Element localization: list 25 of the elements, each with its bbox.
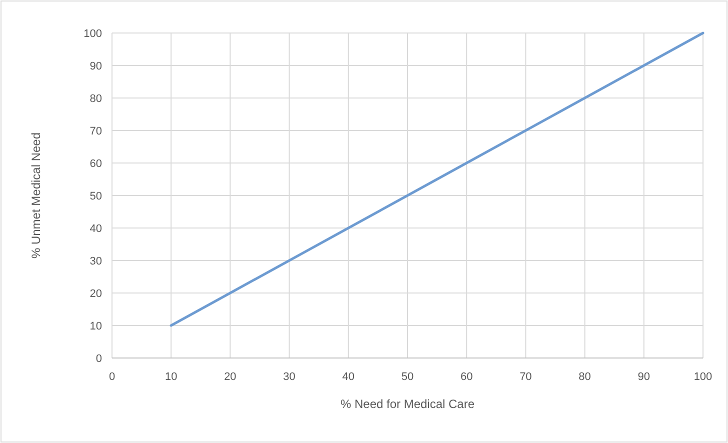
x-tick-label: 90 <box>638 371 650 383</box>
y-tick-label: 10 <box>90 320 102 332</box>
x-tick-label: 30 <box>283 371 296 383</box>
line-series <box>170 32 704 327</box>
x-tick-label: 60 <box>460 371 473 383</box>
x-tick-label: 100 <box>694 371 712 383</box>
y-tick-label: 80 <box>90 93 102 105</box>
x-tick-label: 70 <box>520 371 532 383</box>
y-tick-label: 40 <box>90 223 102 235</box>
y-tick-label: 100 <box>84 28 102 40</box>
y-tick-label: 90 <box>90 60 102 72</box>
x-tick-label: 50 <box>401 371 414 383</box>
y-tick-label: 20 <box>90 288 102 300</box>
x-tick-label: 10 <box>164 371 178 383</box>
y-tick-label: 60 <box>90 158 102 170</box>
y-tick-label: 30 <box>90 256 102 268</box>
y-tick-label: 50 <box>90 190 102 202</box>
x-axis-title: % Need for Medical Care <box>340 397 475 411</box>
y-tick-label: 70 <box>90 126 102 138</box>
x-tick-label: 40 <box>342 371 355 383</box>
y-axis-title: % Unmet Medical Need <box>29 132 43 259</box>
x-tick-label: 20 <box>224 371 236 383</box>
x-tick-label: 0 <box>108 371 116 383</box>
x-tick-label: 80 <box>578 371 591 383</box>
y-tick-label: 0 <box>96 353 102 365</box>
